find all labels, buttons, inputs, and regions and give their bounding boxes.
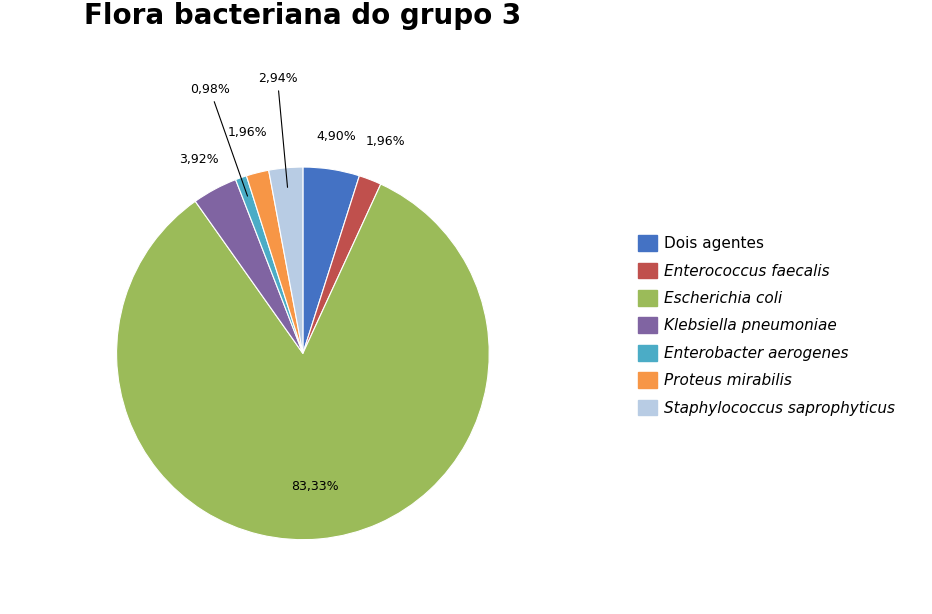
Wedge shape xyxy=(268,167,303,354)
Wedge shape xyxy=(303,167,360,354)
Legend: Dois agentes, Enterococcus faecalis, Escherichia coli, Klebsiella pneumoniae, En: Dois agentes, Enterococcus faecalis, Esc… xyxy=(638,235,896,416)
Text: 3,92%: 3,92% xyxy=(179,153,219,166)
Text: 1,96%: 1,96% xyxy=(227,126,267,139)
Text: 83,33%: 83,33% xyxy=(292,480,339,494)
Text: 4,90%: 4,90% xyxy=(317,130,356,142)
Text: 2,94%: 2,94% xyxy=(257,72,297,187)
Wedge shape xyxy=(196,180,303,354)
Text: 1,96%: 1,96% xyxy=(365,135,404,148)
Wedge shape xyxy=(303,176,381,354)
Wedge shape xyxy=(246,170,303,354)
Wedge shape xyxy=(236,176,303,354)
Text: 0,98%: 0,98% xyxy=(190,84,248,196)
Wedge shape xyxy=(116,184,489,540)
Title: Flora bacteriana do grupo 3: Flora bacteriana do grupo 3 xyxy=(84,2,522,29)
